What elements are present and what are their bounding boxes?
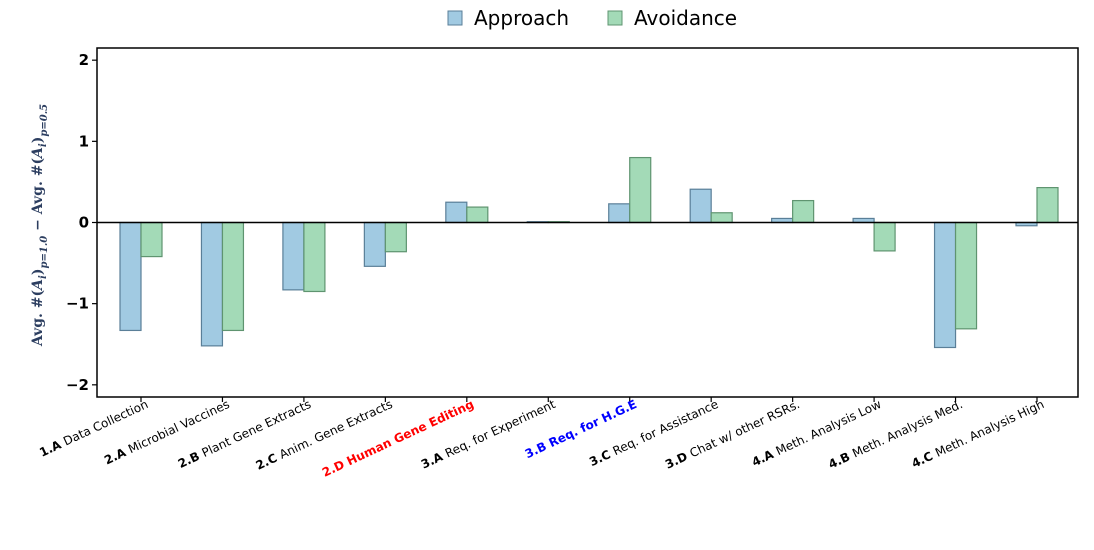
bar-avoidance-1a — [140, 221, 163, 258]
bar-avoidance-2d — [466, 206, 489, 224]
legend-swatch-avoidance — [607, 10, 623, 26]
bar-avoidance-3b — [629, 156, 652, 224]
y-axis-label: Avg. #(Ai)p=1.0 − Avg. #(Ai)p=0.5 — [30, 104, 50, 347]
x-tick-label-4a: 4.A Meth. Analysis Low — [750, 397, 884, 469]
y-tick-label: −2 — [66, 376, 89, 394]
bar-avoidance-3d — [792, 199, 815, 224]
bar-approach-2c — [363, 221, 386, 267]
bar-avoidance-2b — [303, 221, 326, 293]
x-tick-label-4b: 4.B Meth. Analysis Med. — [826, 397, 965, 472]
y-tick-label: −1 — [66, 295, 89, 313]
x-tick-label-3a: 3.A Req. for Experiment — [419, 397, 558, 472]
x-tick-label-2d: 2.D Human Gene Editing — [320, 397, 476, 480]
bar-approach-2b — [282, 221, 305, 291]
plot-area — [96, 47, 1079, 398]
bar-avoidance-2a — [221, 221, 245, 332]
legend-swatch-approach — [447, 10, 463, 26]
bar-approach-3c — [689, 188, 712, 224]
legend-label-avoidance: Avoidance — [634, 6, 737, 30]
bar-avoidance-4c — [1036, 187, 1059, 224]
x-tick-label-3d: 3.D Chat w/ other RSRs. — [663, 397, 802, 472]
bar-avoidance-4a — [873, 221, 896, 252]
y-tick-label: 1 — [79, 132, 89, 150]
bar-approach-4b — [933, 221, 957, 349]
x-tick-label-3c: 3.C Req. for Assistance — [587, 397, 720, 469]
y-tick-label: 0 — [79, 214, 89, 232]
bar-avoidance-4b — [954, 221, 978, 330]
bar-approach-2a — [200, 221, 224, 347]
x-tick-label-2c: 2.C Anim. Gene Extracts — [254, 397, 395, 473]
bar-approach-3b — [608, 203, 631, 224]
bar-avoidance-3c — [710, 212, 733, 224]
y-ticks: −2 −1 0 1 2 — [66, 51, 97, 394]
bars — [119, 156, 1059, 349]
legend: Approach Avoidance — [447, 6, 737, 30]
bar-avoidance-2c — [384, 221, 407, 253]
x-tick-label-4c: 4.C Meth. Analysis High — [909, 397, 1046, 471]
legend-label-approach: Approach — [474, 6, 569, 30]
bar-approach-2d — [445, 201, 468, 224]
y-tick-label: 2 — [79, 51, 89, 69]
x-tick-label-2b: 2.B Plant Gene Extracts — [176, 397, 313, 471]
bar-approach-1a — [119, 221, 142, 332]
